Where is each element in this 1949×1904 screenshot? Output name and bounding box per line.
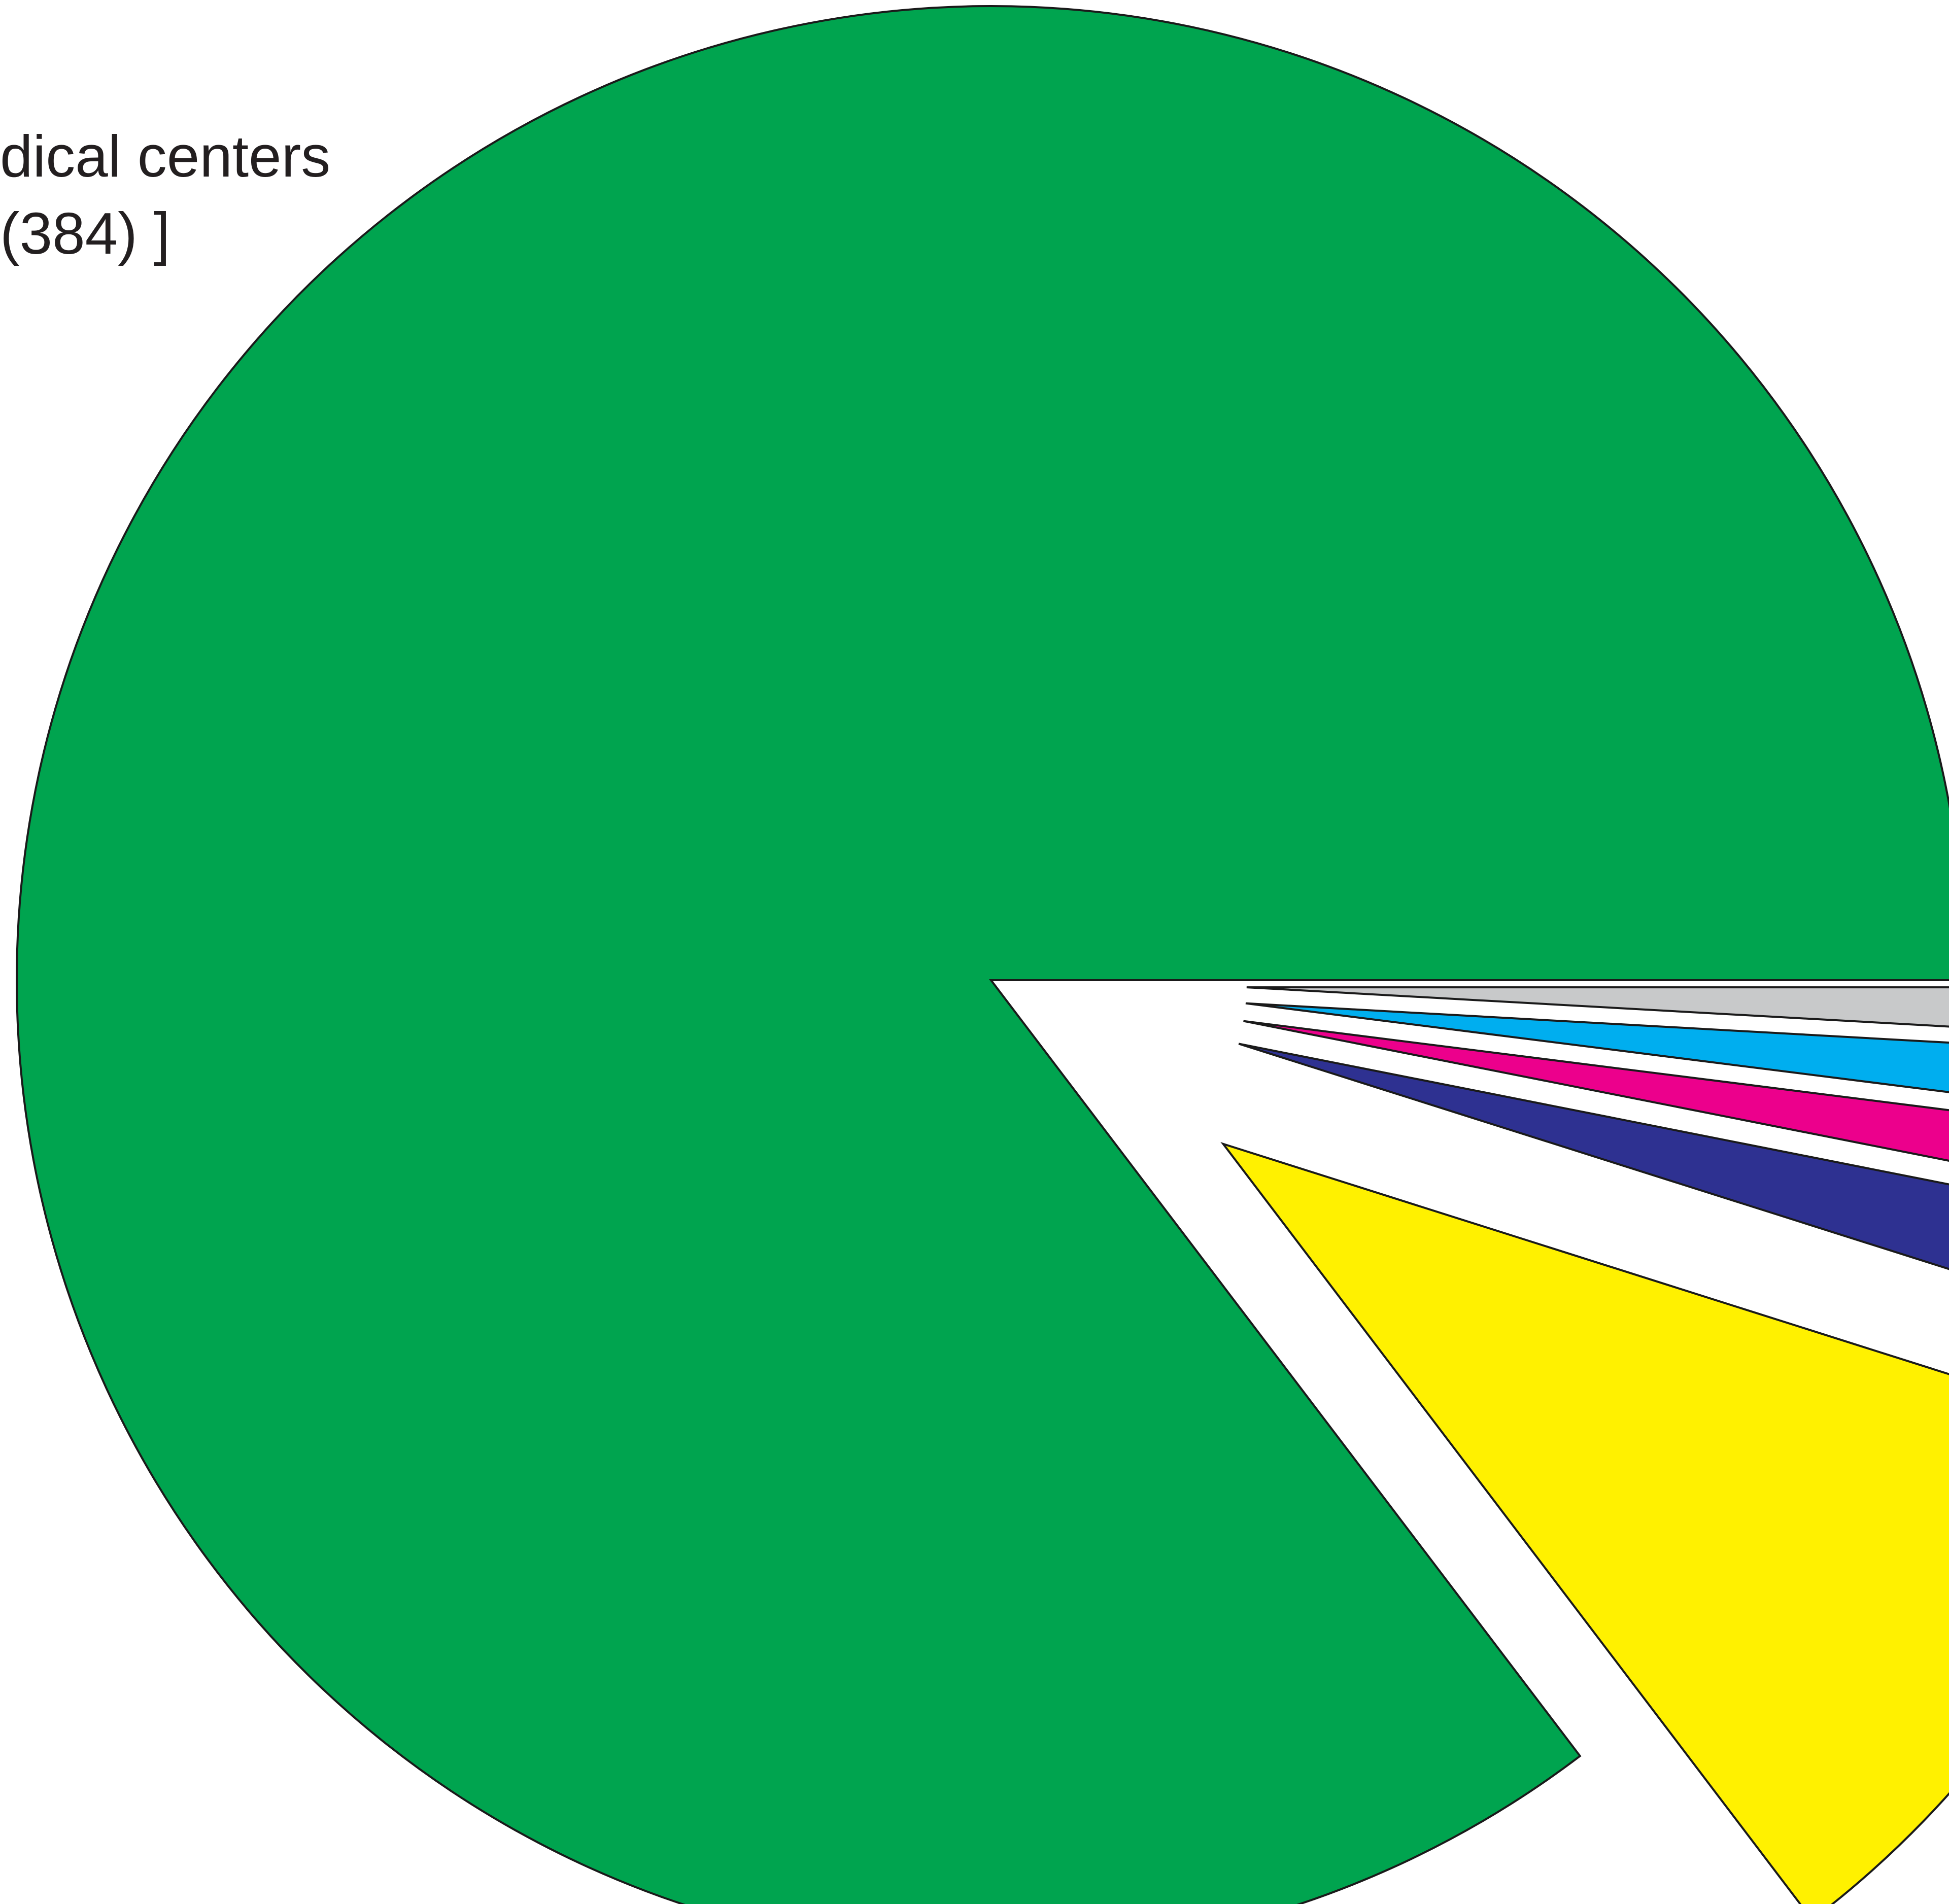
- pie-slice-3: [1243, 1020, 1949, 1162]
- slice-label-medical-centers-line-1: dical centers: [0, 123, 330, 189]
- pie-slice-4: [1245, 1002, 1949, 1093]
- pie-slice-0: [16, 5, 1949, 1904]
- pie-labels: dical centers (384) ]: [0, 123, 330, 266]
- pie-slice-2: [1238, 1043, 1949, 1270]
- pie-slice-5: [1246, 986, 1949, 1028]
- pie-slice-1: [1220, 1141, 1949, 1904]
- pie-slices: [16, 5, 1949, 1904]
- slice-label-medical-centers-line-2: (384) ]: [0, 200, 170, 266]
